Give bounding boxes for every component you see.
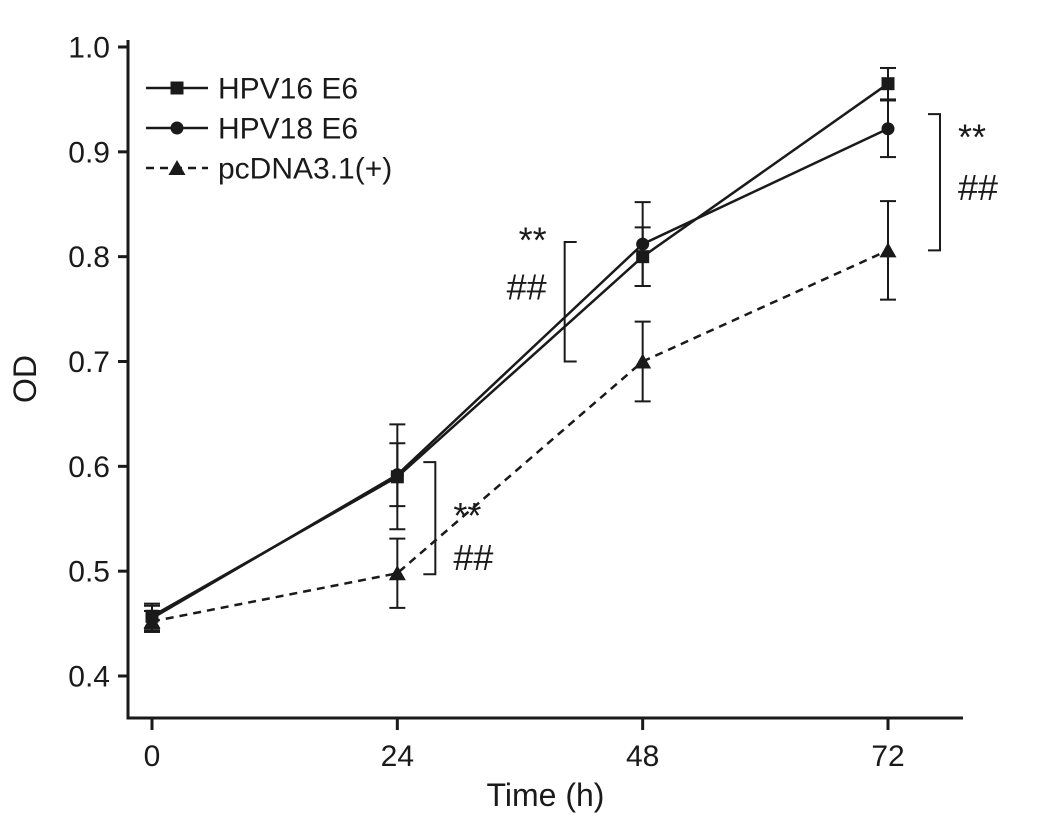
- marker-circle-icon: [881, 122, 895, 136]
- y-tick-label: 0.8: [68, 241, 110, 274]
- significance-label: **: [958, 117, 986, 158]
- legend-marker-triangle-icon: [168, 160, 186, 175]
- legend-label-1: HPV18 E6: [218, 113, 358, 146]
- legend-label-0: HPV16 E6: [218, 73, 358, 106]
- x-tick-label: 48: [626, 740, 659, 773]
- y-axis-title: OD: [7, 355, 43, 403]
- y-tick-label: 0.9: [68, 136, 110, 169]
- axes-spines: [126, 40, 963, 720]
- x-tick-label: 72: [871, 740, 904, 773]
- significance-bracket-0: [423, 461, 437, 576]
- series-line-1: [151, 127, 889, 620]
- significance-label: ##: [507, 267, 547, 308]
- x-tick-label: 24: [381, 740, 414, 773]
- significance-bracket-1: [563, 240, 577, 363]
- x-axis-title: Time (h): [487, 777, 605, 813]
- series-line-2: [151, 249, 889, 623]
- significance-bracket-2: [928, 113, 941, 252]
- y-tick-label: 0.4: [68, 661, 110, 694]
- marker-triangle-icon: [143, 613, 161, 629]
- significance-label: **: [453, 495, 481, 536]
- y-tick-label: 0.7: [68, 346, 110, 379]
- legend-marker-circle-icon: [170, 121, 184, 135]
- marker-square-icon: [881, 77, 895, 91]
- marker-triangle-icon: [879, 242, 897, 258]
- x-tick-label: 0: [144, 740, 161, 773]
- y-tick-label: 0.5: [68, 556, 110, 589]
- y-tick-label: 1.0: [68, 32, 110, 65]
- y-tick-label: 0.6: [68, 451, 110, 484]
- significance-label: ##: [958, 167, 998, 208]
- significance-label: **: [519, 219, 547, 260]
- marker-circle-icon: [636, 237, 650, 251]
- legend-label-2: pcDNA3.1(+): [218, 153, 392, 186]
- significance-label: ##: [453, 537, 493, 578]
- marker-triangle-icon: [388, 565, 406, 581]
- marker-triangle-icon: [634, 353, 652, 369]
- legend-marker-square-icon: [170, 81, 184, 95]
- marker-circle-icon: [390, 468, 404, 482]
